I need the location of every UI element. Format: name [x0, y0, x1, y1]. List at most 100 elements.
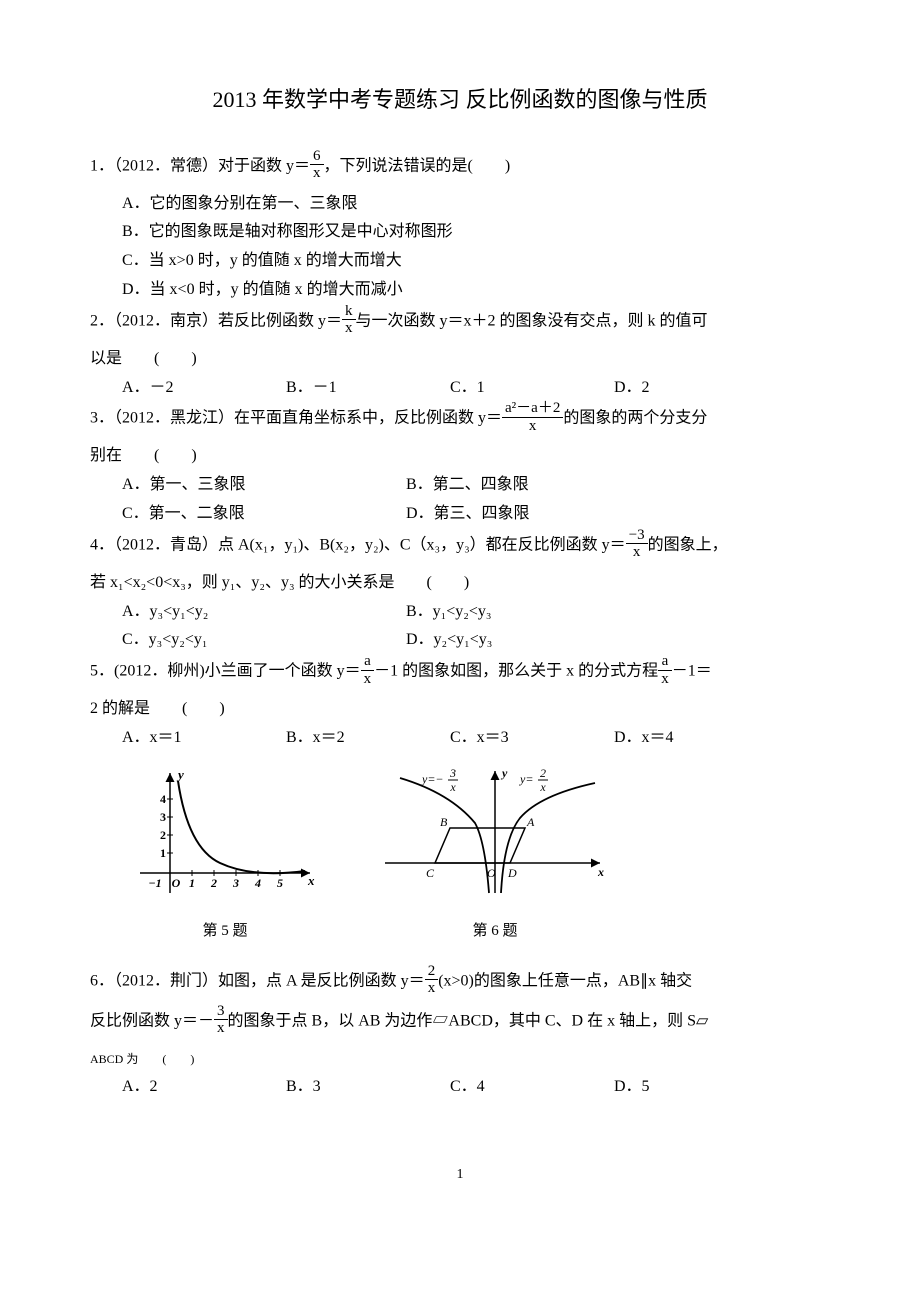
q3-stem-c: 别在 ( ): [90, 442, 830, 471]
svg-text:4: 4: [160, 792, 166, 806]
svg-text:x: x: [449, 780, 456, 794]
q4-stem-b: 的图象上，: [648, 536, 728, 553]
svg-text:1: 1: [160, 846, 166, 860]
question-3: 3．（2012．黑龙江）在平面直角坐标系中，反比例函数 y＝a²－a＋2x的图象…: [90, 402, 830, 436]
q3-optB: B．第二、四象限: [406, 471, 686, 500]
page-title: 2013 年数学中考专题练习 反比例函数的图像与性质: [90, 80, 830, 120]
svg-text:y: y: [500, 766, 508, 780]
q2-options: A．－2 B．－1 C．1 D．2: [90, 374, 830, 403]
svg-text:2: 2: [540, 766, 546, 780]
svg-text:y=: y=: [519, 772, 533, 786]
q6-frac1: 2x: [425, 963, 439, 997]
q2-optA: A．－2: [122, 374, 282, 403]
question-1: 1．（2012．常德）对于函数 y＝6x，下列说法错误的是( ): [90, 150, 830, 184]
svg-text:B: B: [440, 815, 448, 829]
svg-text:x: x: [539, 780, 546, 794]
svg-text:C: C: [426, 866, 435, 880]
figure-6: A B C D O x y y=− 3 x y= 2 x 第 6 题: [380, 763, 610, 945]
q4-options-row2: C．y₃<y₂<y₁ D．y₂<y₁<y₃: [90, 626, 830, 655]
q1-optA: A．它的图象分别在第一、三象限: [90, 190, 830, 219]
q5-stem-a: 5．(2012．柳州)小兰画了一个函数 y＝: [90, 663, 361, 680]
q3-frac: a²－a＋2x: [502, 400, 563, 434]
svg-text:−1: −1: [148, 876, 161, 890]
q6-stem-b: (x>0)的图象上任意一点，AB∥x 轴交: [438, 972, 692, 989]
q5-stem-b: －1 的图象如图，那么关于 x 的分式方程: [374, 663, 658, 680]
svg-text:x: x: [307, 873, 315, 888]
q2-frac: kx: [342, 303, 356, 337]
q4-frac: −3x: [626, 527, 648, 561]
q2-optB: B．－1: [286, 374, 446, 403]
q1-stem-b: ，下列说法错误的是( ): [324, 157, 511, 174]
q1-optC: C．当 x>0 时，y 的值随 x 的增大而增大: [90, 247, 830, 276]
q4-stem-c: 若 x₁<x₂<0<x₃，则 y₁、y₂、y₃ 的大小关系是 ( ): [90, 569, 830, 598]
svg-text:2: 2: [160, 828, 166, 842]
q5-frac2: ax: [658, 653, 672, 687]
svg-text:x: x: [597, 865, 604, 879]
q3-options-row1: A．第一、三象限 B．第二、四象限: [90, 471, 830, 500]
q4-options-row1: A．y₃<y₁<y₂ B．y₁<y₂<y₃: [90, 598, 830, 627]
q5-optC: C．x＝3: [450, 724, 610, 753]
q6-frac2: 3x: [214, 1003, 228, 1037]
q4-optA: A．y₃<y₁<y₂: [122, 598, 402, 627]
q2-stem-b: 与一次函数 y＝x＋2 的图象没有交点，则 k 的值可: [356, 312, 708, 329]
question-6: 6．（2012．荆门）如图，点 A 是反比例函数 y＝2x(x>0)的图象上任意…: [90, 965, 830, 999]
question-5: 5．(2012．柳州)小兰画了一个函数 y＝ax－1 的图象如图，那么关于 x …: [90, 655, 830, 689]
svg-text:3: 3: [232, 876, 239, 890]
svg-text:5: 5: [277, 876, 283, 890]
question-2: 2．（2012．南京）若反比例函数 y＝kx与一次函数 y＝x＋2 的图象没有交…: [90, 305, 830, 339]
q6-stem-d: 的图象于点 B，以 AB 为边作▱ABCD，其中 C、D 在 x 轴上，则 S▱: [228, 1012, 709, 1029]
svg-text:y=−: y=−: [421, 772, 444, 786]
q5-stem-c: －1＝: [672, 663, 712, 680]
q1-optB: B．它的图象既是轴对称图形又是中心对称图形: [90, 218, 830, 247]
q6-optB: B．3: [286, 1073, 446, 1102]
q3-stem-a: 3．（2012．黑龙江）在平面直角坐标系中，反比例函数 y＝: [90, 410, 502, 427]
q2-stem-c: 以是 ( ): [90, 345, 830, 374]
svg-text:3: 3: [449, 766, 456, 780]
q2-optC: C．1: [450, 374, 610, 403]
svg-text:1: 1: [189, 876, 195, 890]
q6-optA: A．2: [122, 1073, 282, 1102]
q6-line2: 反比例函数 y＝－3x的图象于点 B，以 AB 为边作▱ABCD，其中 C、D …: [90, 1005, 830, 1039]
q1-frac: 6x: [310, 148, 324, 182]
question-4: 4．（2012．青岛）点 A(x₁，y₁)、B(x₂，y₂)、C（x₃，y₃）都…: [90, 529, 830, 563]
q6-stem-c: 反比例函数 y＝－: [90, 1012, 214, 1029]
figures-row: −1 O 1 2 3 4 5 1 2 3 4: [90, 763, 830, 945]
q3-stem-b: 的图象的两个分支分: [563, 410, 707, 427]
figure-6-svg: A B C D O x y y=− 3 x y= 2 x: [380, 763, 610, 903]
q6-options: A．2 B．3 C．4 D．5: [90, 1073, 830, 1102]
q6-stem-e: ABCD 为 ( ): [90, 1045, 830, 1074]
q5-options: A．x＝1 B．x＝2 C．x＝3 D．x＝4: [90, 724, 830, 753]
svg-text:D: D: [507, 866, 517, 880]
svg-text:O: O: [172, 876, 181, 890]
q3-optA: A．第一、三象限: [122, 471, 402, 500]
q4-optC: C．y₃<y₂<y₁: [122, 626, 402, 655]
q6-optC: C．4: [450, 1073, 610, 1102]
q5-optD: D．x＝4: [614, 724, 774, 753]
figure-5-caption: 第 5 题: [130, 918, 320, 945]
figure-5: −1 O 1 2 3 4 5 1 2 3 4: [130, 763, 320, 945]
svg-text:y: y: [176, 767, 184, 782]
q3-optD: D．第三、四象限: [406, 500, 686, 529]
q3-options-row2: C．第一、二象限 D．第三、四象限: [90, 500, 830, 529]
q4-optB: B．y₁<y₂<y₃: [406, 598, 686, 627]
svg-text:2: 2: [210, 876, 217, 890]
q5-frac1: ax: [361, 653, 375, 687]
q6-optD: D．5: [614, 1073, 774, 1102]
q4-optD: D．y₂<y₁<y₃: [406, 626, 686, 655]
svg-text:O: O: [487, 866, 496, 880]
q2-stem-a: 2．（2012．南京）若反比例函数 y＝: [90, 312, 342, 329]
q3-optC: C．第一、二象限: [122, 500, 402, 529]
q2-optD: D．2: [614, 374, 774, 403]
q5-optB: B．x＝2: [286, 724, 446, 753]
q1-optD: D．当 x<0 时，y 的值随 x 的增大而减小: [90, 276, 830, 305]
figure-6-caption: 第 6 题: [380, 918, 610, 945]
page-number: 1: [90, 1162, 830, 1187]
svg-text:4: 4: [254, 876, 261, 890]
svg-text:A: A: [526, 815, 535, 829]
svg-text:3: 3: [160, 810, 166, 824]
figure-5-svg: −1 O 1 2 3 4 5 1 2 3 4: [130, 763, 320, 903]
q6-stem-a: 6．（2012．荆门）如图，点 A 是反比例函数 y＝: [90, 972, 425, 989]
q4-stem-a: 4．（2012．青岛）点 A(x₁，y₁)、B(x₂，y₂)、C（x₃，y₃）都…: [90, 536, 626, 553]
q5-optA: A．x＝1: [122, 724, 282, 753]
q1-stem-a: 1．（2012．常德）对于函数 y＝: [90, 157, 310, 174]
